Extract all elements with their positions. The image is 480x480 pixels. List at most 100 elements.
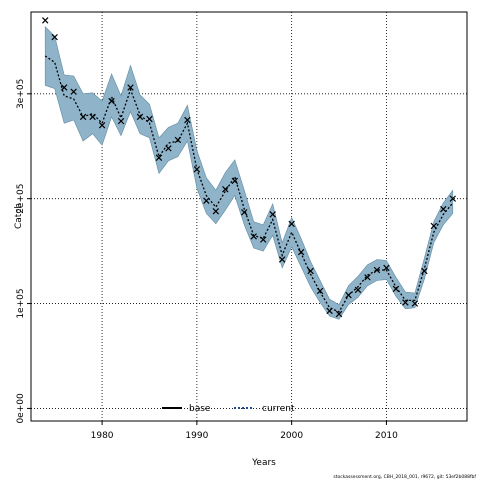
- observed-point-stroke-b: [117, 117, 125, 125]
- x-tick-label-2010: 2010: [375, 431, 398, 441]
- observed-point-1978: [79, 113, 87, 121]
- observed-point-1992: [212, 208, 220, 215]
- observed-point-2004: [326, 307, 333, 315]
- observed-point-1999: [278, 256, 286, 263]
- observed-point-stroke-b: [51, 33, 58, 41]
- observed-point-stroke-b: [392, 285, 400, 293]
- observed-point-stroke-b: [98, 122, 106, 129]
- observed-point-stroke-b: [335, 310, 343, 318]
- observed-point-stroke-b: [297, 248, 305, 256]
- observed-point-stroke-b: [421, 267, 428, 275]
- observed-point-stroke-b: [231, 177, 239, 185]
- observed-point-stroke-b: [108, 97, 115, 105]
- observed-point-stroke-b: [259, 236, 267, 243]
- observed-point-2011: [392, 285, 400, 293]
- observed-point-1979: [89, 113, 96, 121]
- x-tick-label-2000: 2000: [280, 431, 303, 441]
- observed-point-2006: [345, 291, 352, 299]
- observed-point-stroke-b: [307, 267, 314, 275]
- y-tick-label-300000: 3e+05: [16, 79, 26, 109]
- x-tick-label-1990: 1990: [185, 431, 208, 441]
- x-tick-label-1980: 1980: [91, 431, 114, 441]
- observed-point-stroke-b: [127, 84, 134, 91]
- observed-point-1996: [250, 233, 257, 240]
- observed-point-stroke-b: [193, 166, 201, 173]
- observed-point-1989: [184, 116, 191, 124]
- observed-point-stroke-b: [430, 222, 438, 230]
- observed-point-stroke-b: [203, 197, 210, 204]
- gridlines: [31, 12, 467, 421]
- observed-point-1982: [117, 117, 125, 125]
- observed-point-1998: [269, 211, 276, 218]
- observed-point-stroke-b: [288, 220, 295, 228]
- observed-point-1993: [222, 186, 229, 193]
- observed-points: [41, 17, 457, 318]
- observed-point-stroke-b: [60, 84, 68, 91]
- confidence-band: [44, 25, 454, 320]
- observed-point-1983: [127, 84, 134, 91]
- observed-point-stroke-b: [269, 211, 276, 218]
- legend-current-label: current: [262, 404, 295, 414]
- observed-point-1986: [155, 154, 163, 161]
- observed-point-1995: [241, 209, 248, 216]
- observed-point-2001: [297, 248, 305, 256]
- x-axis-ticks: 1980 1990 2000 2010: [91, 421, 398, 441]
- observed-point-stroke-b: [411, 300, 419, 307]
- observed-point-1976: [60, 84, 68, 91]
- observed-point-stroke-b: [278, 256, 286, 263]
- observed-point-stroke-b: [184, 116, 191, 124]
- observed-point-stroke-b: [70, 88, 77, 95]
- observed-point-stroke-b: [174, 136, 182, 144]
- y-tick-label-0: 0e+00: [16, 393, 26, 424]
- observed-point-1994: [231, 177, 239, 185]
- observed-point-stroke-b: [364, 274, 371, 281]
- observed-point-1997: [259, 236, 267, 243]
- plot-frame: [30, 11, 468, 422]
- observed-point-stroke-b: [79, 113, 87, 121]
- y-tick-label-200000: 2e+05: [16, 184, 26, 214]
- observed-point-2013: [411, 300, 419, 307]
- y-axis-ticks: 0e+00 1e+05 2e+05 3e+05: [16, 79, 31, 424]
- observed-point-stroke-b: [373, 266, 381, 274]
- observed-point-2009: [373, 266, 381, 274]
- observed-point-2014: [421, 267, 428, 275]
- y-tick-label-100000: 1e+05: [16, 288, 26, 318]
- x-axis-title: Years: [251, 458, 276, 468]
- observed-point-stroke-b: [345, 291, 352, 299]
- observed-point-1980: [98, 122, 106, 129]
- observed-point-stroke-b: [316, 287, 324, 295]
- observed-point-2015: [430, 222, 438, 230]
- observed-point-stroke-b: [146, 115, 153, 123]
- observed-point-stroke-b: [222, 186, 229, 193]
- observed-point-stroke-b: [136, 113, 144, 121]
- observed-point-1991: [203, 197, 210, 204]
- observed-point-stroke-b: [89, 113, 96, 121]
- observed-point-stroke-b: [354, 286, 362, 294]
- observed-point-2016: [440, 205, 447, 213]
- legend: base current: [162, 404, 295, 414]
- legend-base-label: base: [189, 404, 211, 414]
- observed-point-2007: [354, 286, 362, 294]
- observed-point-stroke-b: [440, 205, 447, 213]
- observed-point-1987: [165, 145, 172, 152]
- observed-point-stroke-b: [402, 299, 409, 306]
- observed-point-stroke-b: [165, 145, 172, 152]
- observed-point-stroke-b: [241, 209, 248, 216]
- footnote: stockassessment.org, CBH_2018_001, r9672…: [333, 474, 476, 480]
- observed-point-2012: [402, 299, 409, 306]
- observed-point-2010: [383, 264, 390, 272]
- observed-point-stroke-b: [383, 264, 390, 272]
- observed-point-stroke-b: [155, 154, 163, 161]
- confidence-band-area: [44, 25, 454, 320]
- observed-point-stroke-b: [41, 17, 49, 24]
- observed-point-1990: [193, 166, 201, 173]
- observed-point-1988: [174, 136, 182, 144]
- observed-point-stroke-b: [326, 307, 333, 315]
- observed-point-2005: [335, 310, 343, 318]
- observed-point-stroke-b: [250, 233, 257, 240]
- observed-point-1975: [51, 33, 58, 41]
- y-axis-title: Catch: [14, 203, 24, 229]
- observed-point-stroke-b: [449, 195, 457, 202]
- observed-point-1985: [146, 115, 153, 123]
